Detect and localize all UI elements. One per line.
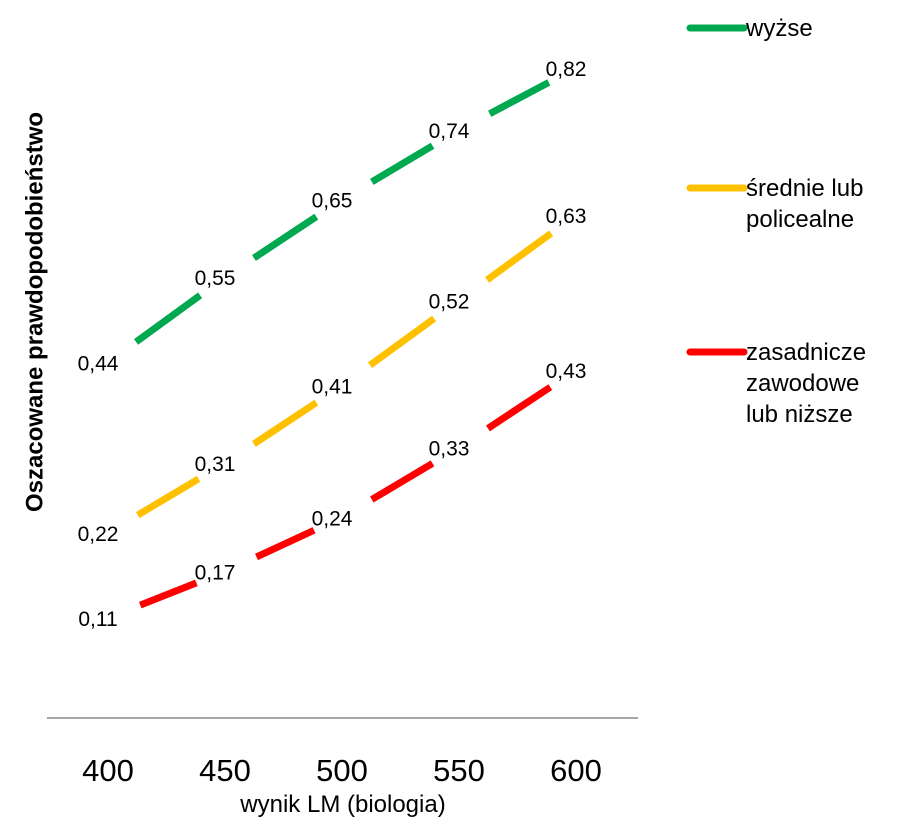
y-axis-label: Oszacowane prawdopodobieństwo bbox=[21, 112, 48, 512]
data-label: 0,11 bbox=[78, 608, 117, 631]
legend-label: zawodowe bbox=[746, 370, 859, 397]
legend-item-0: wyżse bbox=[686, 15, 813, 42]
x-axis-label: wynik LM (biologia) bbox=[239, 791, 445, 818]
x-tick-label: 400 bbox=[82, 753, 134, 788]
legend-label: policealne bbox=[746, 206, 854, 233]
series-1: 0,22 0,31 0,41 0,52 0,63 bbox=[78, 205, 587, 546]
line-segment bbox=[368, 315, 437, 368]
x-tick-label: 600 bbox=[550, 753, 602, 788]
data-label: 0,74 bbox=[429, 120, 470, 143]
x-tick-label: 550 bbox=[433, 753, 485, 788]
series-layer: 0,44 0,55 0,65 0,74 0,82 0,22 0,31 0,41 0,52 0,63… bbox=[78, 58, 587, 631]
data-label: 0,31 bbox=[195, 453, 236, 476]
series-2: 0,11 0,17 0,24 0,33 0,43 bbox=[78, 360, 586, 631]
line-segment bbox=[370, 142, 435, 185]
line-segment bbox=[486, 384, 553, 432]
legend: wyżse średnie lub policealne zasadnicze zawo… bbox=[686, 15, 866, 428]
data-label: 0,65 bbox=[312, 190, 353, 213]
data-label: 0,44 bbox=[78, 352, 119, 375]
line-segment bbox=[252, 213, 319, 261]
x-tick-label: 450 bbox=[199, 753, 251, 788]
legend-label: wyżse bbox=[745, 15, 813, 42]
x-tick-labels: 400 450 500 550 600 bbox=[82, 753, 602, 788]
data-label: 0,17 bbox=[195, 562, 236, 585]
data-label: 0,24 bbox=[312, 507, 353, 530]
data-label: 0,33 bbox=[429, 438, 470, 461]
line-segment bbox=[255, 527, 316, 561]
line-segment bbox=[370, 460, 435, 503]
data-label: 0,41 bbox=[312, 376, 353, 399]
series-0: 0,44 0,55 0,65 0,74 0,82 bbox=[78, 58, 587, 375]
legend-item-2: zasadnicze zawodowe lub niższe bbox=[686, 339, 866, 428]
legend-label: lub niższe bbox=[746, 401, 853, 428]
line-segment bbox=[488, 79, 551, 117]
data-label: 0,43 bbox=[546, 360, 587, 383]
line-segment bbox=[138, 579, 198, 609]
legend-label: średnie lub bbox=[746, 175, 863, 202]
legend-item-1: średnie lub policealne bbox=[686, 175, 863, 233]
line-segment bbox=[252, 399, 319, 447]
legend-label: zasadnicze bbox=[746, 339, 866, 366]
data-label: 0,52 bbox=[429, 290, 470, 313]
line-segment bbox=[136, 475, 201, 519]
data-label: 0,82 bbox=[546, 58, 587, 81]
data-label: 0,55 bbox=[195, 267, 236, 290]
x-tick-label: 500 bbox=[316, 753, 368, 788]
data-label: 0,63 bbox=[546, 205, 587, 228]
line-segment bbox=[485, 230, 554, 283]
line-segment bbox=[134, 292, 203, 345]
data-label: 0,22 bbox=[78, 523, 119, 546]
